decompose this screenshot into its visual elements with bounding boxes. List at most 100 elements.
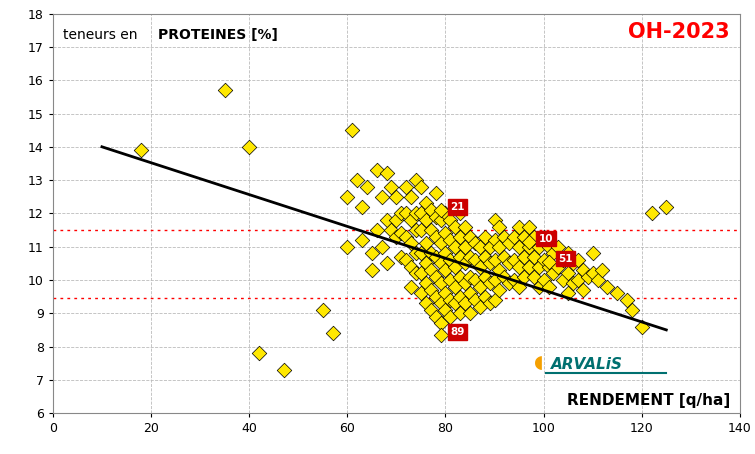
Point xyxy=(464,273,476,280)
Point xyxy=(424,286,436,294)
Point xyxy=(464,233,476,240)
Point xyxy=(483,300,495,307)
Point xyxy=(390,193,402,200)
Point xyxy=(513,263,525,270)
Point xyxy=(405,240,417,247)
Point xyxy=(420,217,432,224)
Point xyxy=(405,283,417,290)
Point xyxy=(552,243,564,250)
Point xyxy=(400,183,412,190)
Point xyxy=(420,240,432,247)
Point xyxy=(479,233,491,240)
Point xyxy=(435,217,447,224)
Point xyxy=(518,253,530,260)
Point xyxy=(396,230,408,237)
Point xyxy=(522,238,535,245)
Point xyxy=(533,263,545,270)
Point xyxy=(464,290,476,297)
Point xyxy=(366,266,378,274)
Point xyxy=(410,210,422,217)
Point xyxy=(455,293,467,300)
Text: ◖: ◖ xyxy=(534,354,544,371)
Point xyxy=(386,227,398,234)
Point xyxy=(366,250,378,257)
Point xyxy=(557,276,569,284)
Point xyxy=(508,233,520,240)
Point xyxy=(430,253,442,260)
Text: PROTEINES [%]: PROTEINES [%] xyxy=(159,28,279,42)
Point xyxy=(444,237,456,244)
Point xyxy=(449,243,461,250)
Point xyxy=(219,87,231,94)
Point xyxy=(317,306,329,314)
Point xyxy=(351,177,363,184)
Point xyxy=(533,283,545,290)
Point xyxy=(626,306,638,314)
Point xyxy=(396,253,408,260)
Point xyxy=(587,270,599,277)
Point xyxy=(243,143,255,150)
Point xyxy=(567,260,579,267)
Point xyxy=(444,217,456,224)
Point xyxy=(592,276,604,284)
Point xyxy=(444,296,456,304)
Point xyxy=(424,306,436,314)
Point xyxy=(538,233,550,240)
Point xyxy=(278,366,290,374)
Point xyxy=(435,240,447,247)
Point xyxy=(444,276,456,284)
Point xyxy=(371,227,383,234)
Point xyxy=(415,250,427,257)
Point xyxy=(533,243,545,250)
Point xyxy=(376,243,388,250)
Point xyxy=(483,280,495,287)
Point xyxy=(415,290,427,297)
Point xyxy=(435,320,447,327)
Point xyxy=(415,183,427,190)
Point xyxy=(508,276,520,284)
Point xyxy=(464,253,476,260)
Text: 89: 89 xyxy=(450,327,465,337)
Point xyxy=(430,213,442,220)
Text: 10: 10 xyxy=(539,234,553,244)
Point xyxy=(498,233,510,240)
Point xyxy=(435,280,447,287)
Point xyxy=(542,243,554,250)
Point xyxy=(405,217,417,224)
Point xyxy=(415,270,427,277)
Point xyxy=(449,283,461,290)
Point xyxy=(430,273,442,280)
Point xyxy=(430,293,442,300)
Point xyxy=(562,250,575,257)
Point xyxy=(439,250,451,257)
Point xyxy=(435,300,447,307)
Point xyxy=(449,263,461,270)
Point xyxy=(455,253,467,260)
Point xyxy=(538,257,550,264)
Point xyxy=(459,260,471,267)
Point xyxy=(522,223,535,230)
Point xyxy=(444,313,456,320)
Point xyxy=(459,243,471,250)
Point xyxy=(483,243,495,250)
Point xyxy=(513,243,525,250)
Point xyxy=(341,243,353,250)
Point xyxy=(469,257,481,264)
Point xyxy=(562,270,575,277)
Point xyxy=(542,263,554,270)
Point xyxy=(464,310,476,317)
Point xyxy=(488,217,501,224)
Point xyxy=(528,273,540,280)
Point xyxy=(646,210,658,217)
Point xyxy=(612,290,624,297)
Point xyxy=(547,250,559,257)
Point xyxy=(430,313,442,320)
Point xyxy=(400,233,412,240)
Point xyxy=(479,273,491,280)
Point xyxy=(405,193,417,200)
Point xyxy=(341,193,353,200)
Point xyxy=(474,283,486,290)
Text: ARVALiS: ARVALiS xyxy=(551,356,623,371)
Point xyxy=(601,283,613,290)
Point xyxy=(488,296,501,304)
